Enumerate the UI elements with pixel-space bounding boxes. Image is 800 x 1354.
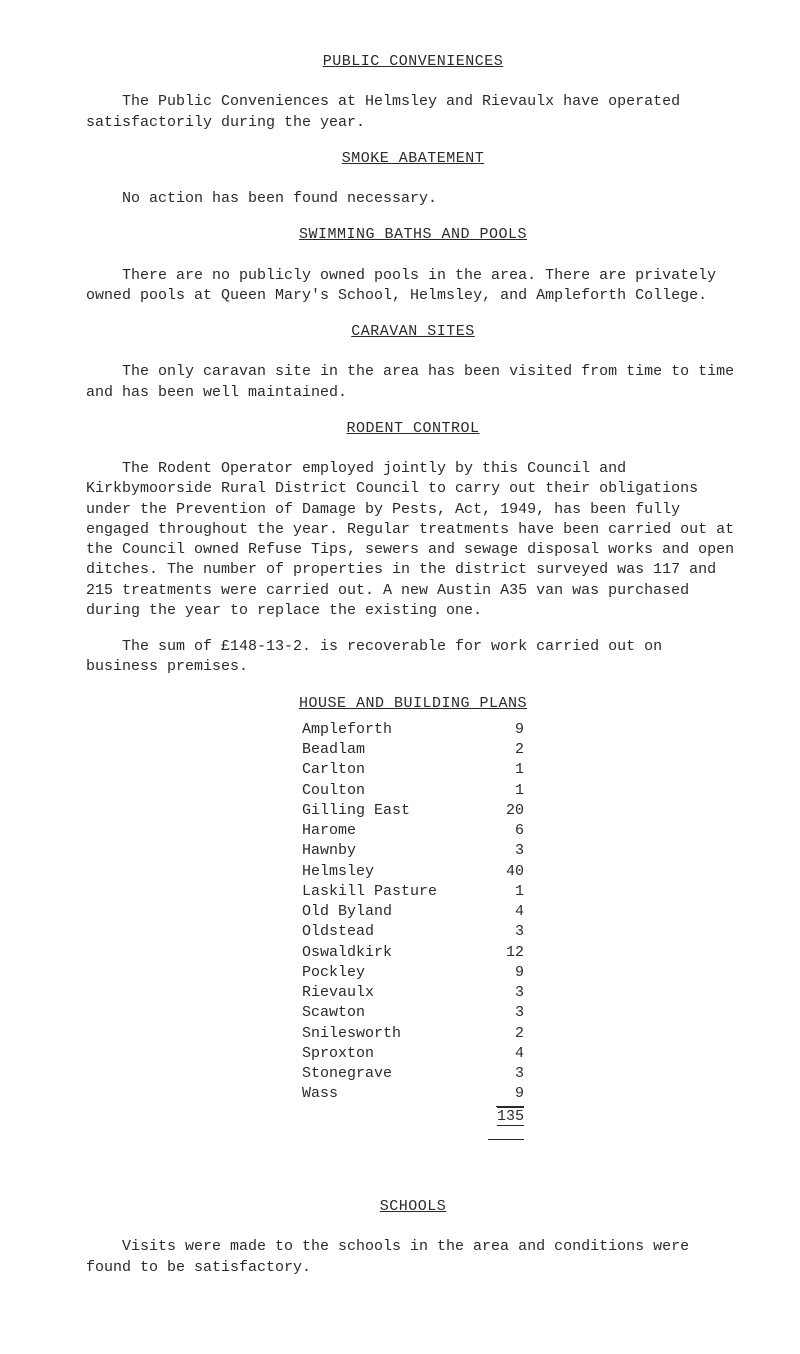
place-name: Old Byland: [296, 902, 478, 922]
place-name: Coulton: [296, 781, 478, 801]
place-name: Oldstead: [296, 922, 478, 942]
place-name: Rievaulx: [296, 983, 478, 1003]
heading-public-conveniences: PUBLIC CONVENIENCES: [323, 53, 504, 70]
heading-house-plans: HOUSE AND BUILDING PLANS: [299, 695, 527, 712]
place-value: 1: [478, 760, 530, 780]
table-row: Snilesworth2: [296, 1024, 530, 1044]
table-row: Stonegrave3: [296, 1064, 530, 1084]
place-value: 1: [478, 882, 530, 902]
place-value: 2: [478, 740, 530, 760]
para-rodent-1: The Rodent Operator employed jointly by …: [86, 459, 740, 621]
place-name: Sproxton: [296, 1044, 478, 1064]
place-name: Pockley: [296, 963, 478, 983]
table-row: Gilling East20: [296, 801, 530, 821]
place-value: 12: [478, 943, 530, 963]
place-name: Harome: [296, 821, 478, 841]
table-row: Wass9: [296, 1084, 530, 1106]
place-name: Wass: [296, 1084, 478, 1106]
para-public-conveniences: The Public Conveniences at Helmsley and …: [86, 92, 740, 133]
table-row: Coulton1: [296, 781, 530, 801]
heading-swimming: SWIMMING BATHS AND POOLS: [299, 226, 527, 243]
heading-caravan: CARAVAN SITES: [351, 323, 475, 340]
table-row: Laskill Pasture1: [296, 882, 530, 902]
table-row: Old Byland4: [296, 902, 530, 922]
table-row: Harome6: [296, 821, 530, 841]
table-row: Rievaulx3: [296, 983, 530, 1003]
table-row: Oswaldkirk12: [296, 943, 530, 963]
place-value: 3: [478, 983, 530, 1003]
heading-schools: SCHOOLS: [380, 1198, 447, 1215]
table-row: Sproxton4: [296, 1044, 530, 1064]
place-value: 2: [478, 1024, 530, 1044]
place-value: 40: [478, 862, 530, 882]
place-value: 3: [478, 922, 530, 942]
para-rodent-2: The sum of £148-13-2. is recoverable for…: [86, 637, 740, 678]
place-value: 9: [478, 963, 530, 983]
place-value: 20: [478, 801, 530, 821]
place-value: 3: [478, 841, 530, 861]
place-name: Oswaldkirk: [296, 943, 478, 963]
table-total-row: 135: [296, 1107, 530, 1127]
table-row: Scawton3: [296, 1003, 530, 1023]
table-row: Carlton1: [296, 760, 530, 780]
house-plans-total: 135: [497, 1107, 524, 1126]
table-row: Hawnby3: [296, 841, 530, 861]
para-caravan: The only caravan site in the area has be…: [86, 362, 740, 403]
para-swimming: There are no publicly owned pools in the…: [86, 266, 740, 307]
place-name: Ampleforth: [296, 720, 478, 740]
table-total-underline: [296, 1127, 530, 1147]
table-row: Helmsley40: [296, 862, 530, 882]
table-row: Oldstead3: [296, 922, 530, 942]
place-name: Helmsley: [296, 862, 478, 882]
place-name: Carlton: [296, 760, 478, 780]
place-name: Hawnby: [296, 841, 478, 861]
table-row: Pockley9: [296, 963, 530, 983]
place-value: 3: [478, 1003, 530, 1023]
place-name: Beadlam: [296, 740, 478, 760]
place-value: 4: [478, 1044, 530, 1064]
place-value: 9: [478, 720, 530, 740]
para-schools: Visits were made to the schools in the a…: [86, 1237, 740, 1278]
place-value: 3: [478, 1064, 530, 1084]
place-value: 6: [478, 821, 530, 841]
place-name: Stonegrave: [296, 1064, 478, 1084]
house-plans-table: Ampleforth9Beadlam2Carlton1Coulton1Gilli…: [296, 720, 530, 1147]
place-name: Snilesworth: [296, 1024, 478, 1044]
heading-smoke-abatement: SMOKE ABATEMENT: [342, 150, 485, 167]
place-value: 4: [478, 902, 530, 922]
table-row: Beadlam2: [296, 740, 530, 760]
para-smoke-abatement: No action has been found necessary.: [86, 189, 740, 209]
place-value: 1: [478, 781, 530, 801]
heading-rodent: RODENT CONTROL: [346, 420, 479, 437]
place-value: 9: [478, 1084, 530, 1106]
table-row: Ampleforth9: [296, 720, 530, 740]
place-name: Laskill Pasture: [296, 882, 478, 902]
place-name: Gilling East: [296, 801, 478, 821]
place-name: Scawton: [296, 1003, 478, 1023]
